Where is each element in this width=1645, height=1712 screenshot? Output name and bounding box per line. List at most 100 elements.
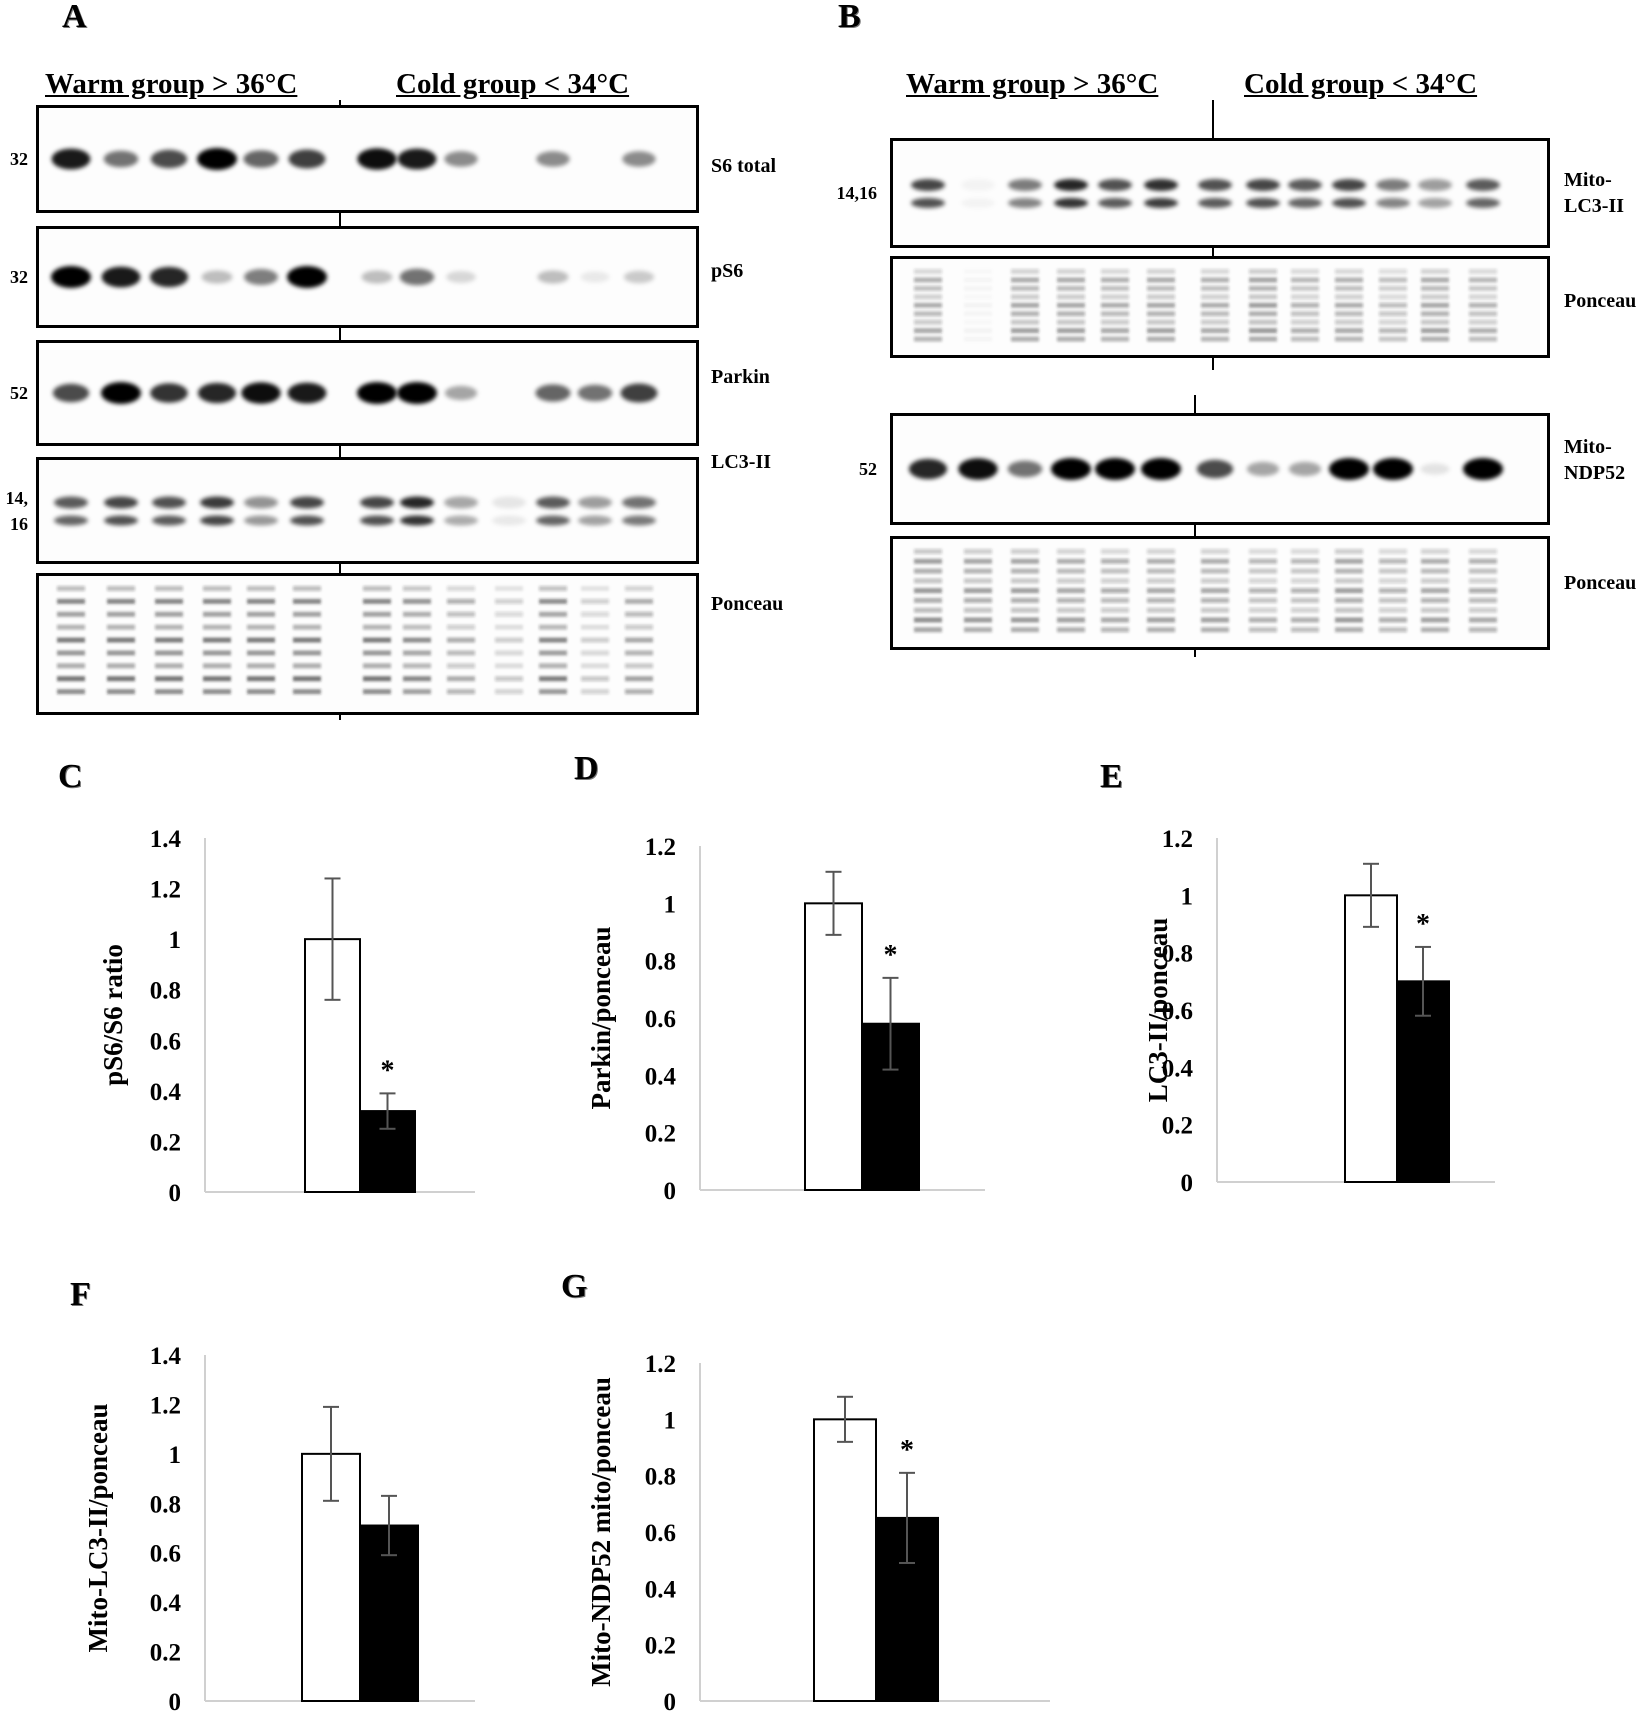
y-tick-label: 1 [664, 1407, 677, 1434]
lane-13 [623, 270, 655, 284]
lane-10 [495, 586, 523, 695]
molecular-weight-label: 32 [10, 149, 28, 169]
lane-9 [447, 586, 475, 695]
lane-13 [1463, 458, 1503, 480]
lane-1 [914, 549, 942, 633]
protein-label: pS6 [711, 260, 744, 282]
lane-13 [622, 496, 656, 526]
y-tick-label: 1 [1181, 883, 1194, 910]
lane-7 [361, 270, 393, 284]
lane-13 [625, 586, 653, 695]
panel-f-letter: F [70, 1276, 91, 1313]
lane-9 [1288, 179, 1322, 208]
lane-7 [360, 496, 394, 526]
error-bar [825, 870, 842, 936]
y-tick-label: 1.4 [150, 826, 182, 853]
lane-13 [1469, 549, 1497, 633]
molecular-weight-label: 32 [10, 267, 28, 287]
panel-b-cold-header: Cold group < 34°C [1244, 68, 1478, 100]
significance-marker: * [900, 1435, 914, 1466]
y-axis-label: Mito-LC3-II/ponceau [83, 1404, 113, 1653]
lane-7 [1198, 179, 1232, 208]
panel-a-warm-header: Warm group > 36°C [45, 68, 298, 100]
lane-3 [1007, 460, 1043, 478]
panel_b-blot-ponceau [890, 536, 1550, 650]
y-tick-label: 0.2 [645, 1633, 676, 1660]
lane-5 [1101, 549, 1129, 633]
molecular-weight-label: 52 [10, 383, 28, 403]
lane-5 [243, 150, 279, 168]
blot-image [57, 586, 653, 695]
lane-10 [1335, 549, 1363, 633]
lane-7 [1201, 269, 1229, 342]
lane-9 [444, 496, 478, 526]
error-bar [882, 976, 899, 1071]
protein-label: Ponceau [1564, 290, 1637, 312]
panel_b-blot-mito-lc3-ii [890, 138, 1550, 248]
panel-a-letter: A [62, 0, 87, 35]
error-bar [1363, 862, 1379, 928]
error-bar [837, 1395, 853, 1443]
y-tick-label: 1 [169, 927, 182, 954]
y-tick-label: 1.2 [645, 1351, 676, 1378]
blot-image [51, 266, 655, 288]
y-tick-label: 1.2 [1162, 826, 1193, 853]
y-tick-label: 0.8 [1162, 941, 1193, 968]
lane-4 [201, 270, 233, 284]
lane-6 [1144, 179, 1178, 208]
lane-11 [539, 586, 567, 695]
lane-13 [622, 151, 656, 167]
lane-7 [357, 148, 397, 170]
y-tick-label: 0.4 [645, 1576, 677, 1603]
y-tick-label: 0.2 [1162, 1113, 1193, 1140]
protein-label: S6 total [711, 155, 776, 177]
lane-11 [535, 384, 571, 402]
protein-label: LC3-II [711, 451, 772, 473]
panel_a-blot-ps6 [36, 226, 699, 328]
significance-marker: * [884, 940, 898, 971]
lane-1 [51, 266, 91, 288]
y-tick-label: 0 [664, 1178, 677, 1205]
lane-1 [914, 269, 942, 342]
lane-3 [150, 149, 188, 169]
lane-12 [1420, 463, 1450, 475]
lane-3 [152, 496, 186, 526]
molecular-weight-label: 52 [859, 459, 877, 479]
lane-12 [578, 496, 612, 526]
panel_a-blot-ponceau [36, 573, 699, 715]
lane-8 [1246, 461, 1280, 477]
lane-10 [1329, 458, 1369, 480]
lane-11 [1376, 179, 1410, 208]
lane-5 [1095, 458, 1135, 480]
y-tick-label: 1.2 [645, 834, 676, 861]
lane-8 [397, 148, 437, 170]
lane-1 [911, 179, 945, 208]
lane-11 [536, 151, 570, 167]
lane-9 [444, 151, 478, 167]
lane-9 [446, 271, 476, 283]
y-axis-label: Parkin/ponceau [586, 926, 616, 1109]
lane-7 [357, 382, 397, 404]
lane-4 [197, 148, 237, 170]
y-tick-label: 0.6 [645, 1520, 676, 1547]
bar-warm-group [804, 902, 863, 1191]
lane-4 [203, 586, 231, 695]
lane-5 [241, 382, 281, 404]
lane-5 [1098, 179, 1132, 208]
y-tick-label: 0.2 [645, 1121, 676, 1148]
y-tick-label: 0.4 [150, 1079, 182, 1106]
panel-g-letter: G [561, 1268, 588, 1305]
lane-9 [444, 385, 478, 401]
error-bar [324, 877, 341, 1001]
lane-6 [287, 382, 327, 404]
lane-4 [1057, 269, 1085, 342]
blot-image [51, 148, 656, 170]
panel-b-group-divider-bottom [1194, 395, 1196, 657]
panel_b-blot-mito-ndp52 [890, 413, 1550, 525]
lane-4 [200, 496, 234, 526]
lane-6 [288, 149, 326, 169]
lane-1 [57, 586, 85, 695]
lane-6 [287, 266, 327, 288]
